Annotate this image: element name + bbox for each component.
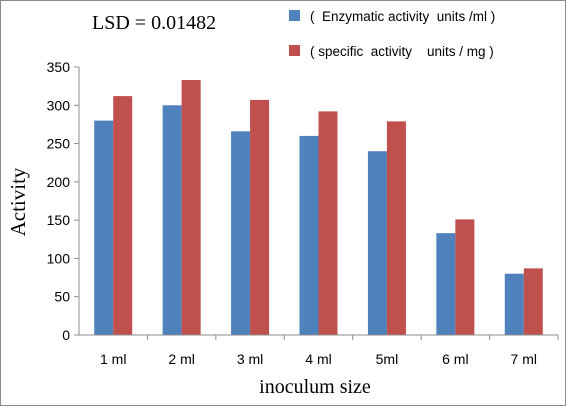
bars: [94, 80, 543, 336]
y-tick-label: 200: [47, 174, 71, 190]
lsd-annotation: LSD = 0.01482: [92, 12, 216, 34]
legend-swatch-enzymatic: [289, 10, 300, 21]
bar-enzymatic: [436, 233, 456, 335]
bar-enzymatic: [504, 273, 524, 335]
bar-enzymatic: [367, 151, 387, 335]
y-tick-label: 0: [62, 327, 70, 343]
legend-label-specific: ( specific activity units / mg ): [310, 44, 494, 59]
x-tick-label: 4 ml: [305, 351, 331, 367]
y-tick-label: 300: [47, 97, 71, 113]
x-tick-label: 1 ml: [100, 351, 126, 367]
x-axis-ticks: 1 ml 2 ml 3 ml 4 ml 5ml 6 ml 7 ml: [100, 335, 559, 367]
x-axis-title: inoculum size: [259, 376, 371, 398]
y-axis-title: Activity: [6, 167, 30, 236]
y-tick-label: 50: [54, 289, 70, 305]
bar-specific: [386, 121, 406, 335]
bar-enzymatic: [231, 131, 251, 335]
bar-specific: [318, 111, 338, 335]
x-tick-label: 3 ml: [237, 351, 263, 367]
x-tick-label: 5ml: [376, 351, 399, 367]
bar-enzymatic: [299, 135, 319, 335]
bar-specific: [250, 99, 270, 335]
bar-specific: [523, 268, 543, 335]
x-tick-label: 6 ml: [442, 351, 468, 367]
y-axis-ticks: 0 50 100 150 200 250 300 350: [47, 59, 79, 343]
y-tick-label: 250: [47, 136, 71, 152]
y-tick-label: 150: [47, 212, 71, 228]
legend-swatch-specific: [289, 45, 300, 56]
bar-specific: [181, 80, 201, 335]
x-tick-label: 2 ml: [168, 351, 194, 367]
bar-specific: [455, 219, 475, 335]
legend-label-enzymatic: ( Enzymatic activity units /ml ): [310, 9, 495, 24]
bar-specific: [113, 96, 133, 336]
x-tick-label: 7 ml: [511, 351, 537, 367]
y-tick-label: 100: [47, 250, 71, 266]
bar-enzymatic: [94, 120, 114, 335]
legend: ( Enzymatic activity units /ml ) ( speci…: [289, 9, 495, 59]
y-tick-label: 350: [47, 59, 71, 75]
bar-enzymatic: [162, 105, 182, 336]
